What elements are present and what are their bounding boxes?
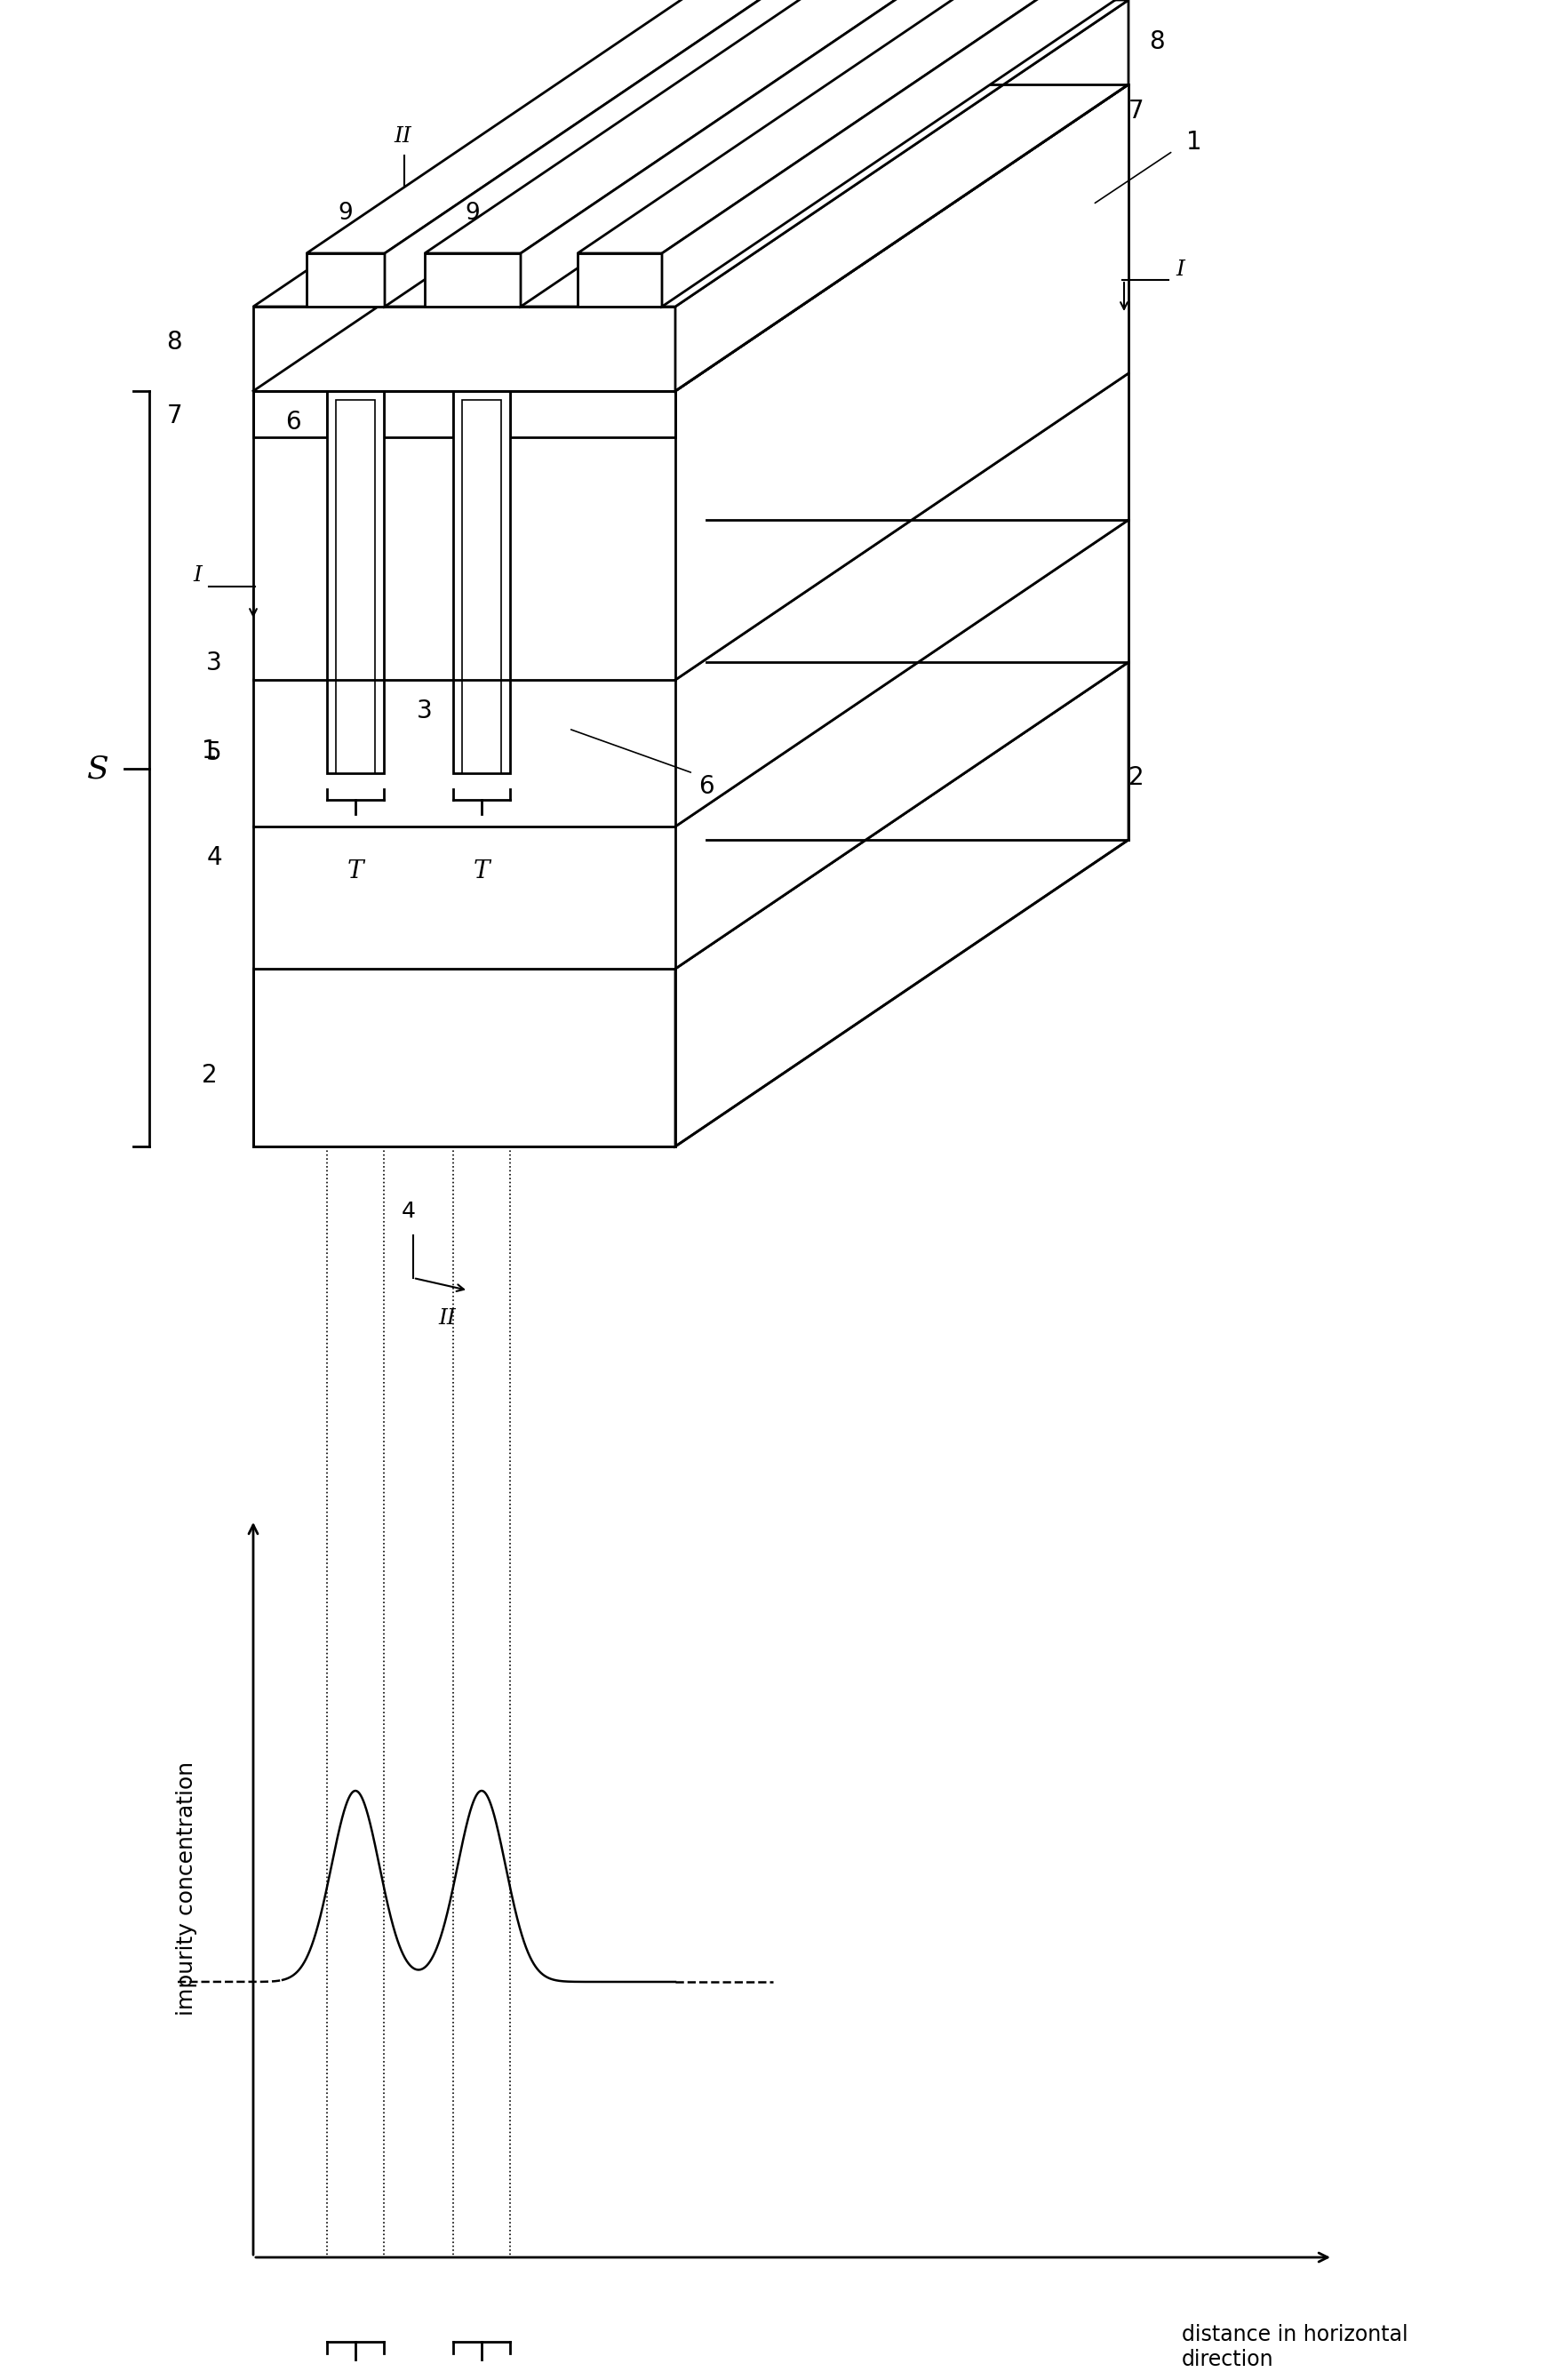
Polygon shape [676,83,1128,681]
Polygon shape [254,83,1128,390]
Polygon shape [384,83,907,390]
Polygon shape [254,662,1128,969]
Polygon shape [384,390,453,438]
Text: 9: 9 [466,202,480,224]
Text: 8: 8 [1149,29,1165,55]
Polygon shape [306,252,385,307]
Polygon shape [254,969,676,1147]
Text: 6: 6 [699,774,715,800]
Polygon shape [676,662,1128,1147]
Polygon shape [662,0,1115,307]
Text: 1: 1 [1187,131,1202,155]
Polygon shape [254,681,676,826]
Polygon shape [676,662,1128,1147]
Text: I: I [1176,259,1185,278]
Polygon shape [254,519,1128,826]
Polygon shape [254,0,1128,307]
Text: T: T [473,859,490,883]
Text: 7: 7 [1128,98,1145,124]
Polygon shape [425,0,975,252]
Text: T: T [347,859,364,883]
Polygon shape [254,390,676,681]
Polygon shape [384,390,453,438]
Polygon shape [676,374,1128,826]
Polygon shape [254,390,326,438]
Polygon shape [336,400,374,774]
Text: distance in horizontal
direction: distance in horizontal direction [1182,2323,1408,2370]
Polygon shape [254,681,676,826]
Polygon shape [662,0,1115,307]
Polygon shape [254,390,676,681]
Polygon shape [306,252,385,307]
Text: 6: 6 [285,409,302,436]
Polygon shape [254,662,1128,969]
Polygon shape [425,0,975,252]
Polygon shape [676,0,1128,390]
Polygon shape [511,390,676,438]
Polygon shape [254,969,676,1147]
Text: 5: 5 [206,740,223,766]
Text: 9: 9 [339,202,353,224]
Polygon shape [254,307,676,390]
Polygon shape [676,0,1128,390]
Polygon shape [254,374,1128,681]
Polygon shape [384,83,907,390]
Polygon shape [254,83,1128,390]
Polygon shape [676,374,1128,826]
Polygon shape [254,390,326,438]
Text: 2: 2 [203,1064,218,1088]
Text: 8: 8 [167,331,183,355]
Polygon shape [254,83,780,390]
Text: 4: 4 [206,845,223,871]
Text: 3: 3 [416,700,433,724]
Polygon shape [254,0,1128,307]
Polygon shape [254,826,676,969]
Polygon shape [254,374,1128,681]
Polygon shape [425,252,521,307]
Text: 7: 7 [167,405,183,428]
Polygon shape [521,0,975,307]
Text: 3: 3 [206,650,223,676]
Text: II: II [438,1309,456,1328]
Polygon shape [676,519,1128,969]
Polygon shape [425,252,521,307]
Polygon shape [254,307,676,390]
Polygon shape [577,0,1115,252]
Polygon shape [511,390,676,438]
Text: 2: 2 [1128,766,1145,790]
Polygon shape [306,0,838,252]
Polygon shape [577,0,1115,252]
Polygon shape [511,83,1128,390]
Text: 4: 4 [402,1200,416,1221]
Text: II: II [394,126,412,148]
Polygon shape [254,83,780,390]
Text: 1: 1 [203,738,218,764]
Polygon shape [385,0,838,307]
Bar [326,390,384,774]
Bar [463,400,501,774]
Polygon shape [511,83,1128,390]
Bar [336,400,374,774]
Polygon shape [463,400,501,774]
Polygon shape [676,519,1128,969]
Polygon shape [577,252,662,307]
Polygon shape [306,0,838,252]
Polygon shape [254,826,676,969]
Text: S: S [87,754,110,783]
Polygon shape [577,252,662,307]
Polygon shape [521,0,975,307]
Text: impurity concentration: impurity concentration [176,1761,198,2016]
Polygon shape [385,0,838,307]
Polygon shape [254,519,1128,826]
Bar [453,390,511,774]
Text: I: I [193,566,201,585]
Polygon shape [676,83,1128,681]
